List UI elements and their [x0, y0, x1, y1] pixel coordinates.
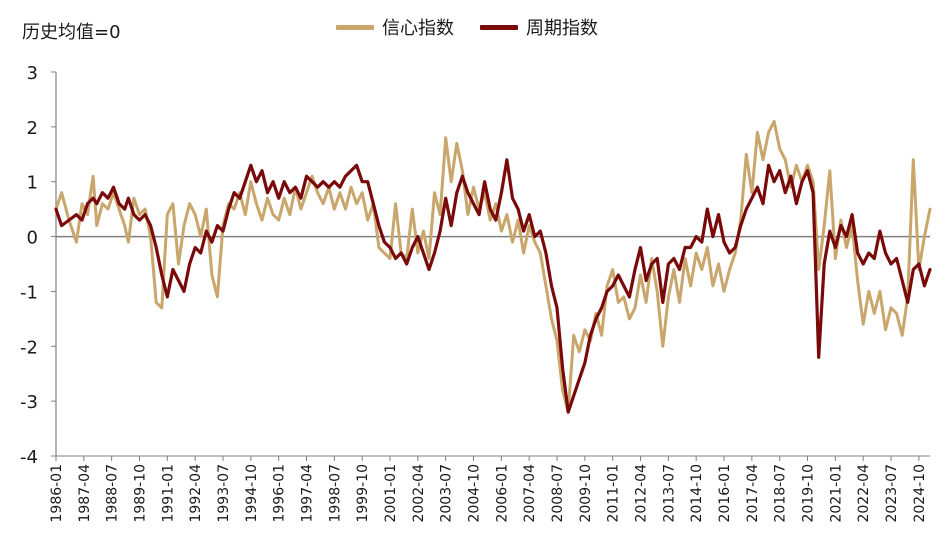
x-tick-label: 2006-01 — [494, 464, 510, 522]
x-tick-label: 1996-01 — [272, 464, 288, 523]
legend-label-confidence: 信心指数 — [382, 18, 454, 39]
x-tick-label: 2007-04 — [522, 464, 538, 523]
legend-item-confidence: 信心指数 — [336, 14, 454, 40]
x-tick-label: 1991-01 — [160, 464, 176, 523]
y-axis-unit-label: 历史均值=0 — [22, 22, 121, 43]
x-tick-label: 1989-10 — [133, 464, 149, 523]
x-tick-label: 1999-10 — [355, 464, 371, 523]
x-tick-label: 2012-04 — [634, 464, 650, 523]
x-tick-label: 2009-10 — [578, 464, 594, 523]
x-tick-label: 2008-07 — [550, 464, 566, 523]
x-tick-label: 1994-10 — [244, 464, 260, 523]
x-tick-label: 2001-01 — [383, 464, 399, 523]
y-tick-label: 2 — [27, 118, 38, 139]
y-tick-label: 3 — [27, 63, 38, 84]
series-line-cycle — [54, 158, 932, 414]
x-tick-label: 2018-07 — [773, 464, 789, 523]
x-tick-label: 2017-04 — [745, 464, 761, 523]
x-tick-label: 2004-10 — [467, 464, 483, 523]
y-tick-label: -4 — [20, 447, 38, 468]
legend-item-cycle: 周期指数 — [480, 14, 598, 40]
x-tick-label: 2019-10 — [801, 464, 817, 523]
x-tick-label: 2011-01 — [606, 464, 622, 523]
x-tick-label: 2023-07 — [884, 464, 900, 523]
legend-swatch-confidence — [336, 24, 374, 30]
y-tick-label: -1 — [20, 282, 38, 303]
x-tick-label: 1988-07 — [105, 464, 121, 523]
legend: 信心指数 周期指数 — [336, 14, 598, 40]
y-tick-label: -3 — [20, 392, 38, 413]
x-tick-label: 1997-04 — [300, 464, 316, 523]
x-tick-label: 2013-07 — [661, 464, 677, 523]
x-tick-label: 1993-07 — [216, 464, 232, 523]
x-tick-label: 2016-01 — [717, 464, 733, 523]
x-tick-label: 1998-07 — [327, 464, 343, 523]
x-tick-label: 1992-04 — [188, 464, 204, 523]
series-line-confidence — [54, 119, 932, 414]
x-tick-label: 2022-04 — [856, 464, 872, 523]
x-tick-label: 2003-07 — [439, 464, 455, 523]
x-tick-label: 2021-01 — [828, 464, 844, 523]
y-tick-label: -2 — [20, 337, 38, 358]
x-tick-label: 2024-10 — [912, 464, 928, 523]
x-tick-label: 2014-10 — [689, 464, 705, 523]
x-tick-label: 1986-01 — [49, 464, 65, 523]
y-tick-label: 0 — [27, 228, 38, 249]
legend-label-cycle: 周期指数 — [526, 18, 598, 39]
legend-swatch-cycle — [480, 24, 518, 30]
x-tick-label: 1987-04 — [77, 464, 93, 523]
y-tick-label: 1 — [27, 173, 38, 194]
x-tick-label: 2002-04 — [411, 464, 427, 523]
